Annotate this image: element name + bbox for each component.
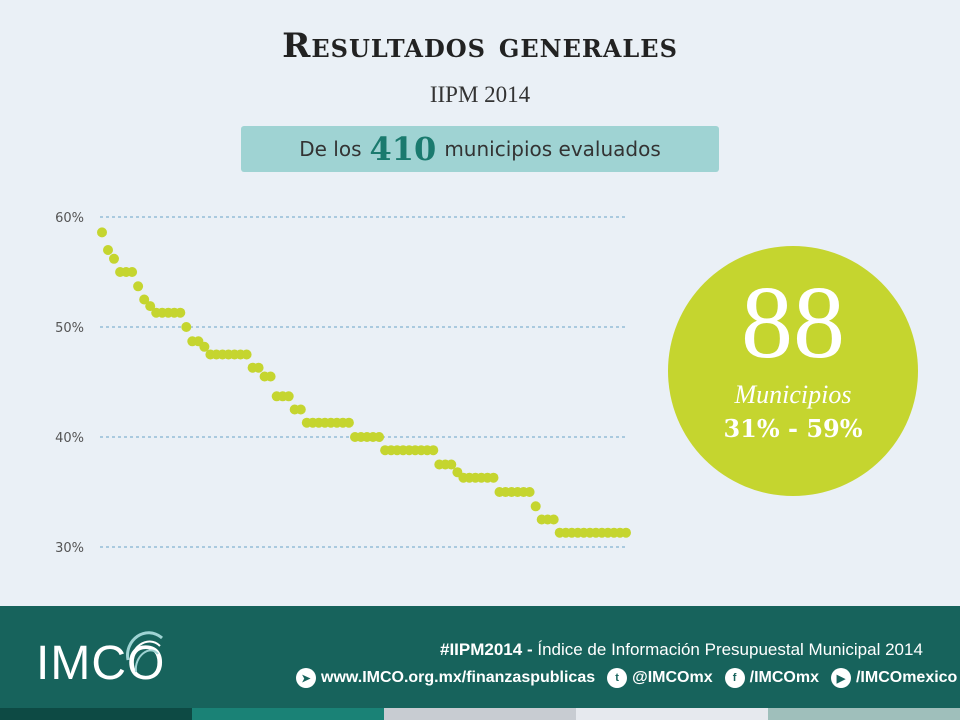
data-point bbox=[139, 294, 150, 305]
highlight-label: Municipios bbox=[734, 380, 852, 409]
color-stripe bbox=[576, 708, 768, 720]
banner-number: 410 bbox=[369, 130, 437, 168]
data-point bbox=[488, 472, 499, 483]
data-point bbox=[109, 253, 119, 264]
summary-banner: De los 410 municipios evaluados bbox=[241, 126, 719, 172]
data-point bbox=[127, 267, 138, 277]
page-subtitle: IIPM 2014 bbox=[429, 82, 531, 107]
highlight-number: 88 bbox=[741, 265, 845, 380]
color-stripe bbox=[0, 708, 192, 720]
footer-link[interactable]: ▶/IMCOmexico bbox=[830, 668, 958, 688]
data-point bbox=[283, 391, 294, 402]
hashtag-text: #IIPM2014 - bbox=[440, 640, 533, 659]
data-point bbox=[343, 417, 354, 428]
twitter-icon: t bbox=[607, 668, 628, 688]
y-tick-label: 60% bbox=[55, 211, 84, 226]
data-point bbox=[530, 501, 541, 512]
color-stripe bbox=[768, 708, 960, 720]
footer-link[interactable]: ➤ www.IMCO.org.mx/finanzaspublicas bbox=[296, 668, 595, 688]
data-point bbox=[199, 341, 210, 352]
data-point bbox=[145, 301, 156, 312]
y-tick-label: 30% bbox=[55, 541, 84, 556]
data-point bbox=[181, 322, 192, 332]
footer-link[interactable]: t @IMCOmx bbox=[607, 668, 713, 688]
banner-suffix: municipios evaluados bbox=[444, 137, 661, 161]
footer-links: ➤ www.IMCO.org.mx/finanzaspublicas t @IMCOm… bbox=[296, 666, 960, 690]
telegram-icon: ➤ bbox=[296, 668, 316, 688]
highlight-circle: 88 Municipios 31% - 59% bbox=[668, 246, 918, 496]
data-point bbox=[548, 514, 559, 525]
footer-link-text: www.IMCO.org.mx/finanzaspublicas bbox=[321, 669, 596, 686]
data-point bbox=[428, 445, 439, 456]
footer-link-text: /IMCOmx bbox=[749, 669, 819, 686]
highlight-range: 31% - 59% bbox=[723, 414, 863, 443]
footer-link[interactable]: f/IMCOmx bbox=[724, 668, 819, 688]
data-point bbox=[265, 371, 276, 382]
color-stripe bbox=[384, 708, 576, 720]
y-tick-label: 50% bbox=[55, 321, 84, 336]
page-title: Resultados generales bbox=[282, 26, 678, 66]
data-point bbox=[524, 487, 535, 497]
data-point bbox=[103, 245, 113, 255]
imco-logo: IMCO bbox=[36, 626, 186, 696]
footer: IMCO #IIPM2014 - Índice de Información P… bbox=[0, 606, 960, 720]
y-tick-label: 40% bbox=[55, 431, 84, 446]
data-point bbox=[446, 459, 457, 470]
footer-link-text: /IMCOmexico bbox=[855, 669, 958, 686]
logo-swirl-icon bbox=[126, 631, 163, 673]
facebook-icon: f bbox=[724, 668, 745, 688]
data-point bbox=[97, 227, 107, 238]
color-stripe bbox=[192, 708, 384, 720]
tagline-text: Índice de Información Presupuestal Munic… bbox=[537, 640, 923, 659]
data-point bbox=[241, 349, 252, 360]
data-point bbox=[175, 307, 186, 318]
data-point bbox=[253, 362, 264, 373]
banner-prefix: De los bbox=[299, 137, 362, 161]
footer-tagline: #IIPM2014 - Índice de Información Presup… bbox=[440, 640, 923, 660]
footer-link-text: @IMCOmx bbox=[632, 669, 713, 686]
youtube-icon: ▶ bbox=[830, 668, 851, 688]
logo-text: IMCO bbox=[36, 637, 166, 690]
data-point bbox=[133, 281, 144, 292]
data-point bbox=[295, 404, 306, 415]
data-point bbox=[374, 432, 385, 442]
scatter-chart: 60% 50% 40% 30% bbox=[55, 211, 631, 556]
data-point bbox=[621, 527, 631, 538]
